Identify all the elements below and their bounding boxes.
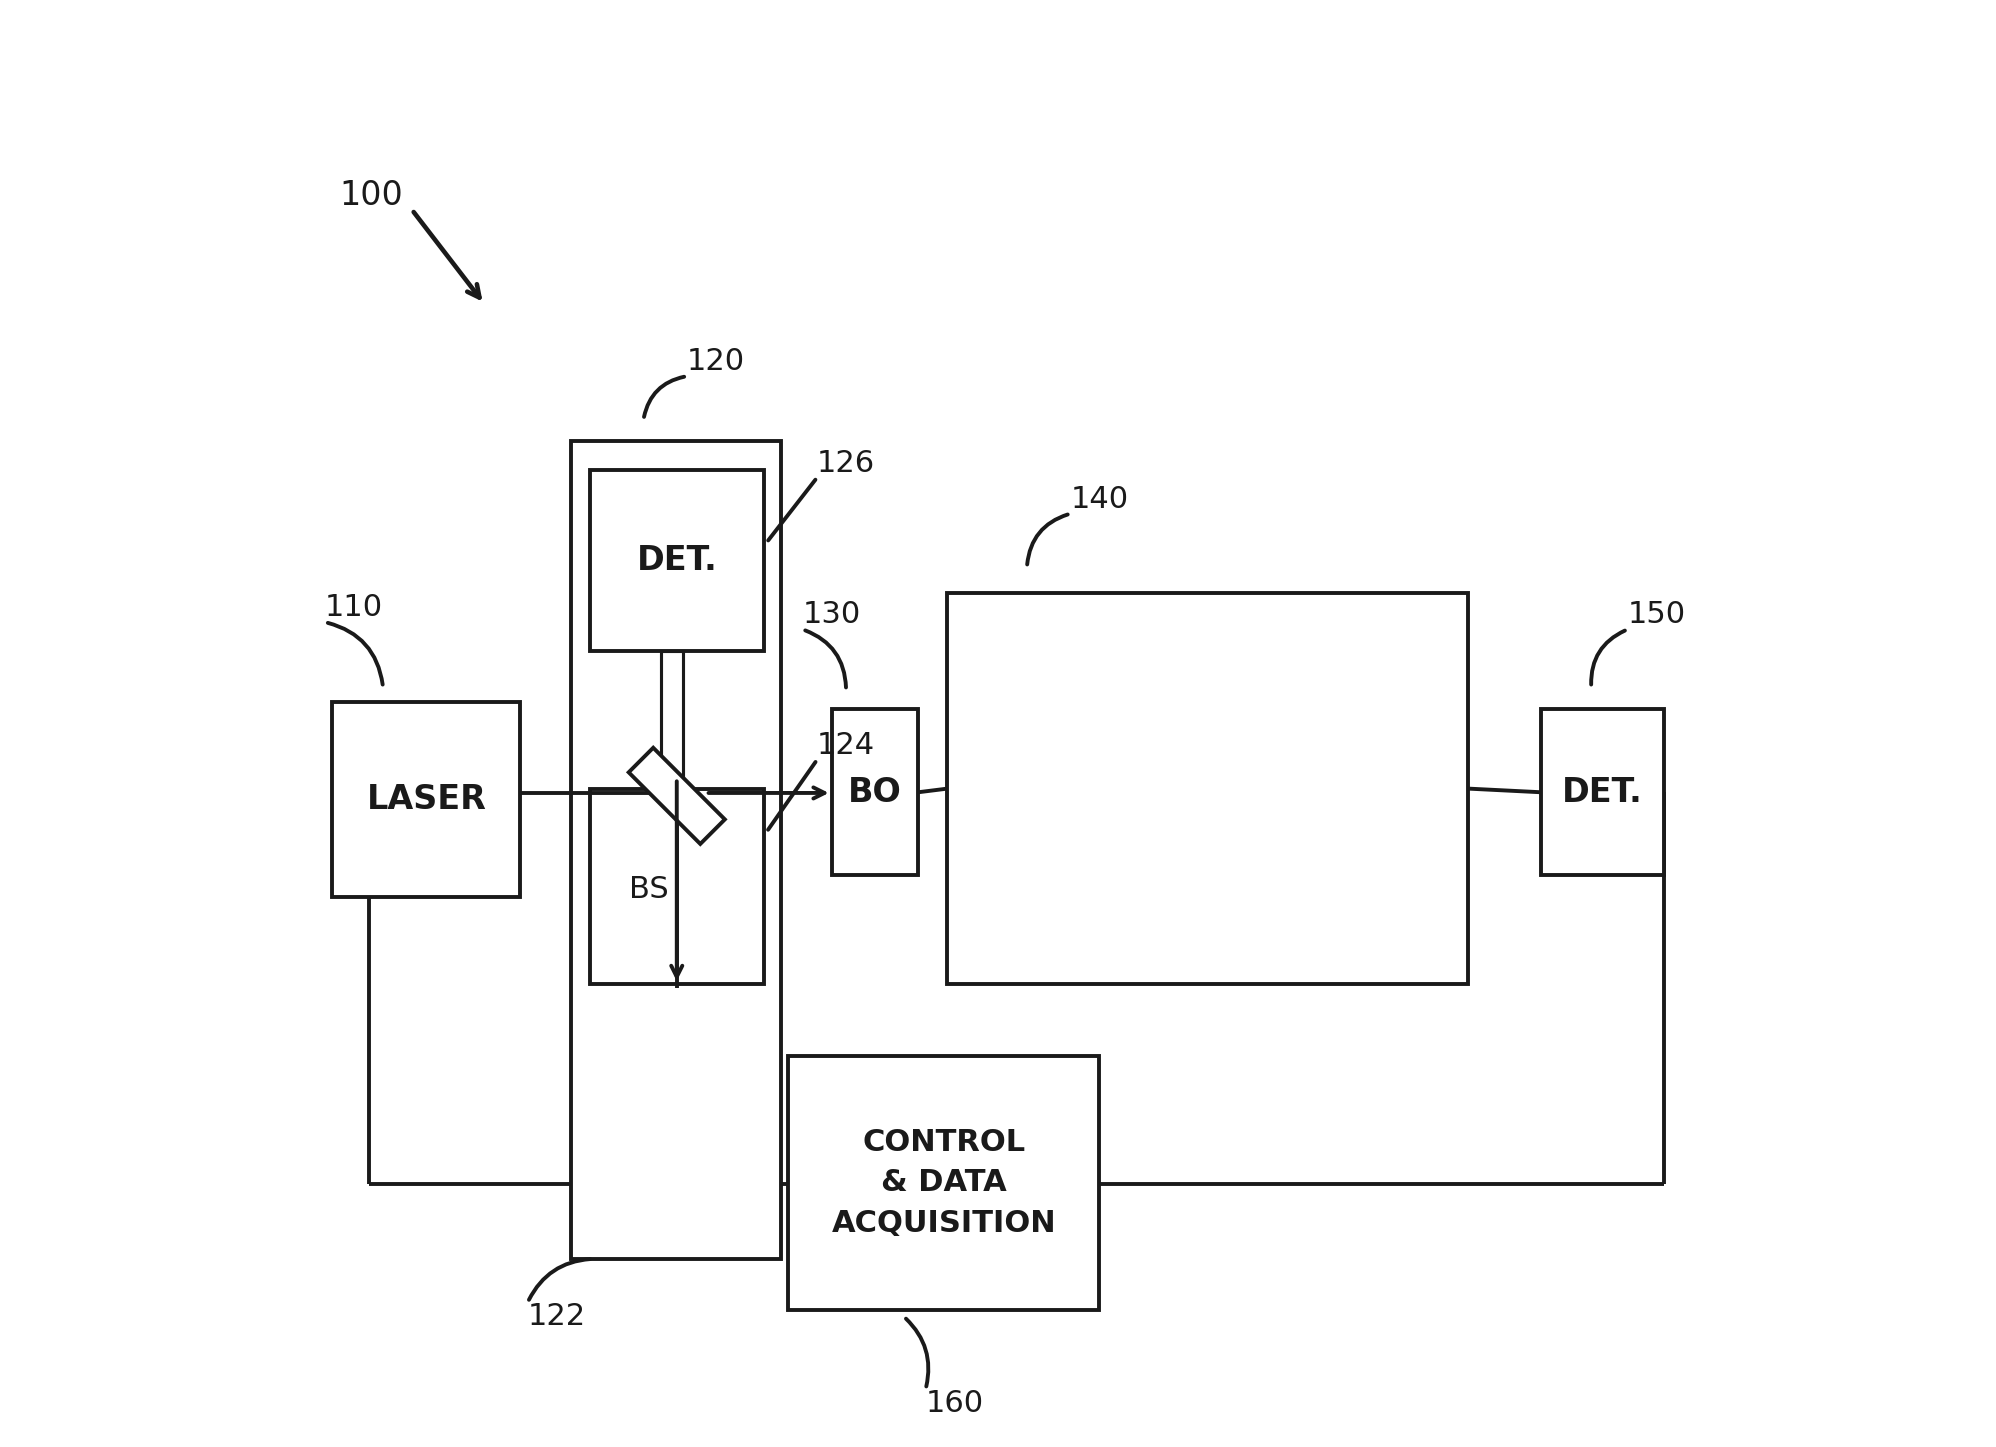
Bar (629, 748, 725, 844)
Text: DET.: DET. (1561, 776, 1643, 809)
Text: 140: 140 (1070, 485, 1128, 514)
FancyBboxPatch shape (788, 1056, 1100, 1310)
Text: 100: 100 (339, 179, 403, 211)
Text: BS: BS (629, 875, 669, 904)
FancyBboxPatch shape (591, 470, 764, 651)
Text: LASER: LASER (367, 783, 487, 816)
FancyBboxPatch shape (832, 709, 918, 875)
FancyBboxPatch shape (333, 702, 521, 897)
Text: CONTROL
& DATA
ACQUISITION: CONTROL & DATA ACQUISITION (832, 1127, 1056, 1239)
FancyBboxPatch shape (571, 441, 780, 1259)
Text: 126: 126 (816, 449, 876, 478)
Text: 124: 124 (816, 731, 876, 760)
Text: 120: 120 (687, 347, 745, 376)
Text: BO: BO (848, 776, 902, 809)
Text: DET.: DET. (637, 544, 717, 577)
Text: 150: 150 (1627, 601, 1685, 629)
FancyBboxPatch shape (591, 789, 764, 984)
FancyBboxPatch shape (661, 651, 683, 781)
Text: 122: 122 (527, 1302, 587, 1331)
FancyBboxPatch shape (1541, 709, 1663, 875)
Text: 160: 160 (926, 1389, 984, 1418)
Text: 130: 130 (802, 601, 860, 629)
Text: 110: 110 (325, 593, 383, 622)
FancyBboxPatch shape (948, 593, 1469, 984)
